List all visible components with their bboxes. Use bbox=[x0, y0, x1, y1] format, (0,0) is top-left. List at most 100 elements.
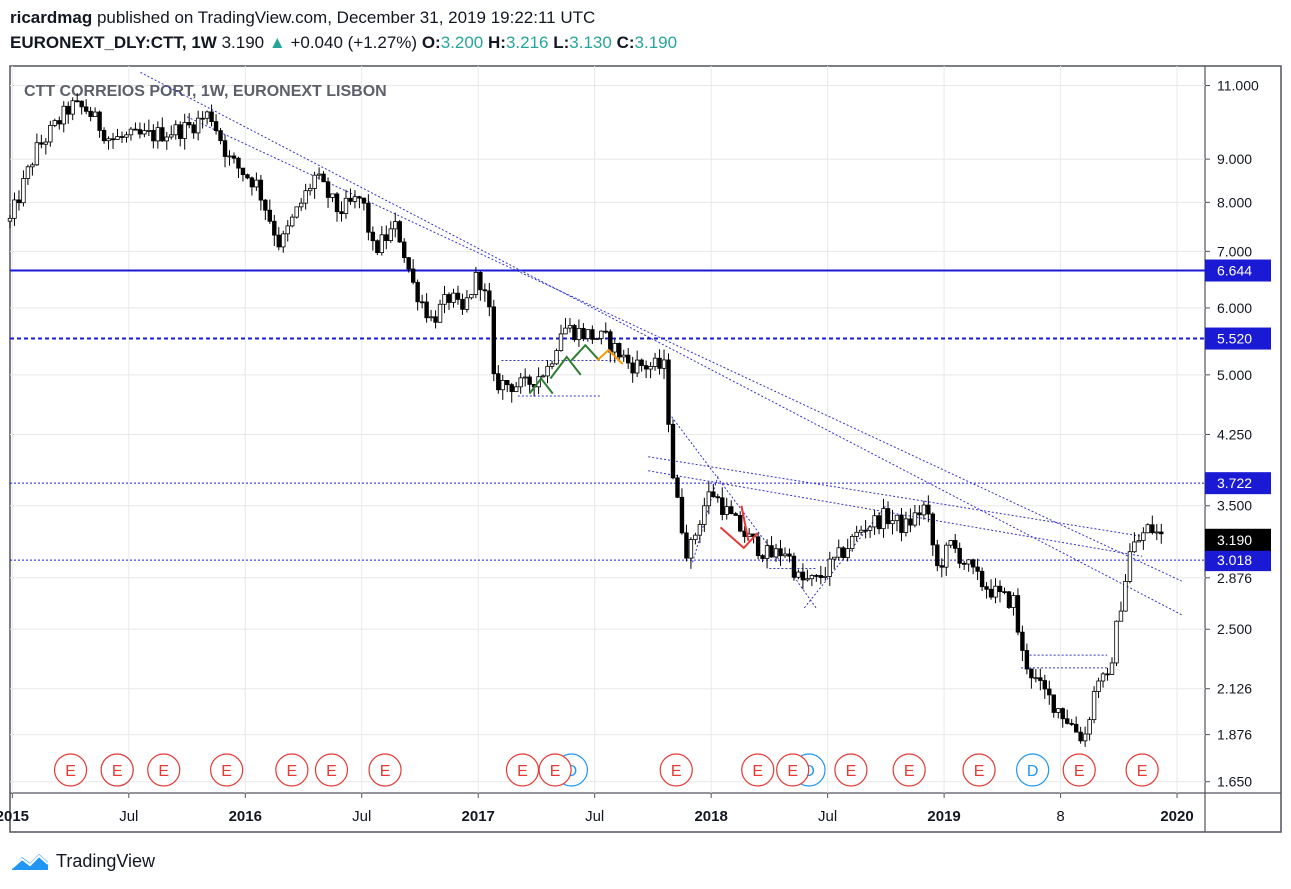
candle bbox=[1118, 601, 1124, 622]
earnings-marker[interactable]: E bbox=[210, 753, 244, 787]
candle bbox=[263, 199, 268, 221]
candle bbox=[702, 497, 707, 532]
earnings-letter: E bbox=[846, 763, 857, 780]
author-name[interactable]: ricardmag bbox=[10, 8, 93, 27]
candle-body-up bbox=[343, 197, 349, 215]
earnings-marker[interactable]: E bbox=[100, 753, 134, 787]
candle bbox=[666, 353, 671, 433]
earnings-marker[interactable]: E bbox=[538, 753, 572, 787]
candle-body-down bbox=[213, 121, 219, 132]
earnings-marker[interactable]: E bbox=[147, 753, 181, 787]
earnings-marker[interactable]: E bbox=[368, 753, 402, 787]
candle bbox=[917, 505, 922, 526]
earnings-circle bbox=[53, 753, 88, 787]
candle bbox=[397, 219, 402, 243]
brand-name: TradingView bbox=[56, 850, 156, 871]
earnings-letter: E bbox=[380, 763, 391, 780]
earnings-marker[interactable]: E bbox=[892, 753, 926, 787]
earnings-marker[interactable]: E bbox=[1062, 753, 1096, 787]
candle bbox=[809, 574, 815, 587]
candle-body-up bbox=[34, 142, 40, 166]
candle bbox=[21, 170, 26, 207]
candle-body-down bbox=[760, 555, 765, 559]
level-price-tag bbox=[1205, 549, 1271, 572]
earnings-marker[interactable]: E bbox=[505, 753, 540, 787]
candle-body-up bbox=[796, 571, 801, 578]
candle-body-down bbox=[334, 193, 340, 213]
earnings-marker[interactable]: E bbox=[314, 753, 349, 787]
earnings-marker[interactable]: E bbox=[659, 753, 693, 787]
earnings-marker[interactable]: E bbox=[962, 753, 996, 787]
candle-body-up bbox=[823, 575, 828, 578]
candle bbox=[912, 504, 918, 528]
candle bbox=[670, 419, 676, 480]
price-chart[interactable]: 11.000 9.000 8.000 7.000 6.000 5.000 4.250 3.50… bbox=[0, 0, 1291, 845]
candle bbox=[935, 539, 940, 572]
published-text: published on TradingView.com, December 3… bbox=[96, 8, 596, 27]
earnings-circle bbox=[538, 753, 572, 787]
candle bbox=[1033, 669, 1039, 683]
earnings-marker[interactable]: E bbox=[275, 753, 309, 787]
y-tick-label: 7.000 bbox=[1217, 243, 1252, 259]
dividend-marker[interactable]: D bbox=[1016, 753, 1050, 787]
candle-body-down bbox=[101, 130, 107, 142]
x-tick-label: 2017 bbox=[462, 808, 495, 825]
candle bbox=[119, 131, 125, 143]
candle bbox=[554, 348, 559, 366]
candle bbox=[975, 558, 980, 581]
earnings-marker[interactable]: E bbox=[741, 753, 775, 787]
candle-body-down bbox=[406, 257, 411, 270]
earnings-marker[interactable]: E bbox=[53, 753, 88, 787]
candle bbox=[101, 127, 107, 144]
candle-body-up bbox=[1118, 610, 1124, 622]
candle bbox=[209, 104, 214, 127]
candle bbox=[160, 117, 165, 142]
candle bbox=[442, 285, 447, 314]
candle-body-up bbox=[1091, 691, 1097, 721]
candle-body-down bbox=[200, 117, 205, 120]
candle-body-up bbox=[254, 179, 259, 188]
y-tick-label: 11.000 bbox=[1217, 77, 1259, 93]
earnings-marker[interactable]: E bbox=[776, 753, 810, 787]
earnings-letter: E bbox=[517, 763, 528, 780]
candle-body-up bbox=[1127, 551, 1133, 582]
candle-body-down bbox=[1051, 694, 1056, 713]
candle bbox=[200, 111, 205, 129]
candle-body-up bbox=[688, 539, 694, 559]
candle-body-up bbox=[70, 100, 75, 115]
y-tick-label: 2.876 bbox=[1217, 570, 1252, 586]
candle bbox=[1082, 726, 1088, 747]
candle bbox=[34, 133, 40, 167]
candle-body-down bbox=[384, 234, 389, 241]
candle bbox=[787, 548, 792, 563]
candle-body-down bbox=[733, 513, 738, 516]
candle bbox=[715, 493, 720, 503]
candle-body-down bbox=[755, 536, 761, 556]
footer-brand[interactable]: TradingView bbox=[10, 850, 155, 872]
earnings-circle bbox=[659, 753, 693, 787]
candle-body-up bbox=[124, 134, 129, 138]
candle-body-down bbox=[433, 316, 438, 323]
earnings-circle bbox=[1062, 753, 1096, 787]
candle bbox=[204, 110, 210, 125]
candle-body-up bbox=[661, 359, 667, 369]
candle bbox=[97, 110, 102, 138]
candle-body-down bbox=[1069, 722, 1074, 725]
candle bbox=[469, 294, 474, 300]
candle-body-down bbox=[348, 197, 353, 202]
candle bbox=[720, 487, 725, 521]
candle-body-down bbox=[263, 199, 268, 211]
x-tick-label: Jul bbox=[585, 808, 604, 825]
candle bbox=[634, 350, 640, 378]
candle-body-up bbox=[1011, 595, 1016, 608]
candle-body-down bbox=[16, 199, 22, 204]
candle bbox=[258, 174, 264, 211]
earnings-circle bbox=[368, 753, 402, 787]
candle-body-up bbox=[43, 141, 49, 145]
earnings-marker[interactable]: E bbox=[1125, 753, 1159, 787]
earnings-letter: E bbox=[787, 763, 798, 780]
candle bbox=[648, 362, 653, 379]
candle-body-up bbox=[845, 548, 850, 558]
earnings-marker[interactable]: E bbox=[834, 753, 868, 787]
candle bbox=[325, 177, 331, 208]
